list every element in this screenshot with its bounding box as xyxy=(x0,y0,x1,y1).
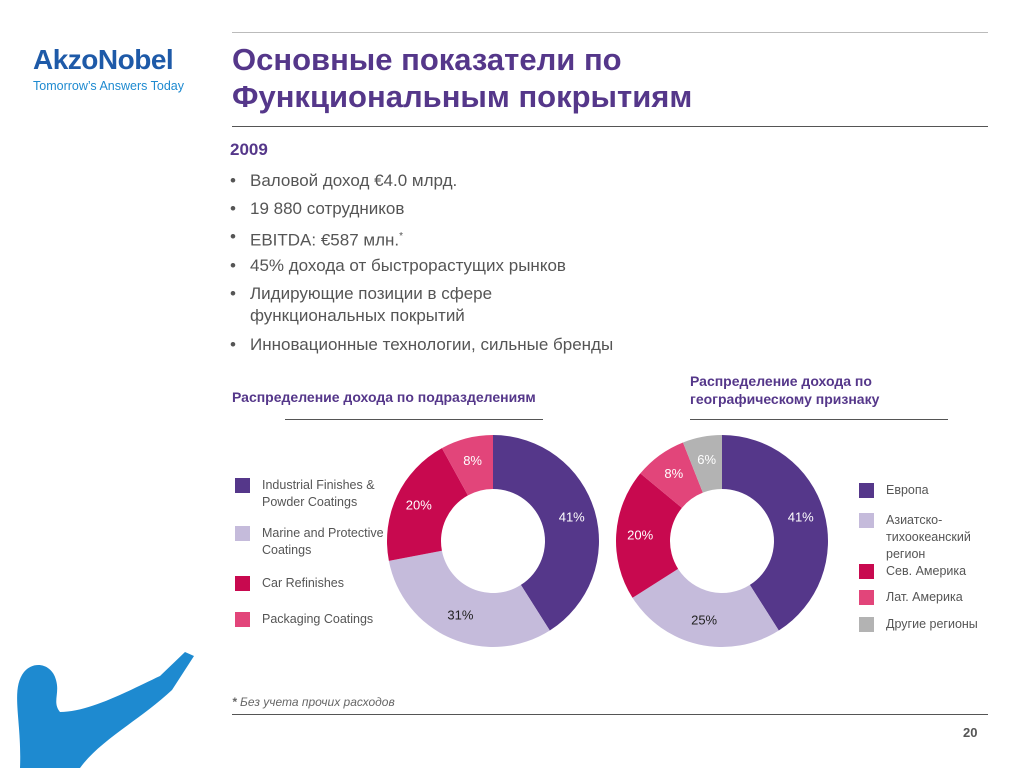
bullet-dot: • xyxy=(230,256,236,275)
logo: AkzoNobel xyxy=(33,44,174,75)
title: Функциональным покрытиям xyxy=(232,79,693,114)
legend-swatch xyxy=(235,612,250,627)
value-label: 25% xyxy=(691,612,717,627)
bullet-text: Валовой доход €4.0 млрд. xyxy=(250,171,458,190)
bullet-text: 45% дохода от быстрорастущих рынков xyxy=(250,256,566,275)
rule xyxy=(232,32,988,33)
value-label: 20% xyxy=(406,498,432,513)
rule xyxy=(285,419,543,420)
legend-swatch xyxy=(859,617,874,632)
page-number: 20 xyxy=(963,725,978,740)
donut-segment xyxy=(632,568,779,647)
donut-segment xyxy=(615,473,682,598)
bullet-dot: • xyxy=(230,171,236,190)
bullet-text: 19 880 сотрудников xyxy=(250,199,405,218)
donut-segment xyxy=(441,435,493,496)
rule xyxy=(690,419,948,420)
value-label: 6% xyxy=(697,452,716,467)
footnote-mark: * xyxy=(232,695,237,709)
tagline: Tomorrow’s Answers Today xyxy=(33,79,184,93)
legend-label: Другие регионы xyxy=(886,617,978,631)
value-label: 8% xyxy=(664,466,683,481)
legend-swatch xyxy=(859,483,874,498)
chart-title: географическому признаку xyxy=(690,391,880,407)
bullet-text: функциональных покрытий xyxy=(250,306,465,325)
legend-label: Industrial Finishes & Powder Coatings xyxy=(262,478,375,509)
legend-label: Азиатско-тихоокеанский регион xyxy=(886,513,971,561)
bullet-dot: • xyxy=(230,335,236,354)
legend-label: Packaging Coatings xyxy=(262,612,374,626)
legend-label: Car Refinishes xyxy=(262,576,344,590)
donut-segment xyxy=(722,434,829,631)
bullet-dot: • xyxy=(230,284,236,303)
donut-segment xyxy=(388,550,550,648)
legend-label: Лат. Америка xyxy=(886,590,963,604)
legend-label: Сев. Америка xyxy=(886,564,967,578)
title: Основные показатели по xyxy=(232,42,622,77)
logo-figure xyxy=(17,652,194,768)
footnote-text: Без учета прочих расходов xyxy=(240,695,395,709)
legend-swatch xyxy=(859,590,874,605)
legend-swatch xyxy=(235,478,250,493)
rule xyxy=(232,126,988,127)
value-label: 20% xyxy=(627,527,653,542)
donut-segment xyxy=(640,442,703,508)
bullet-dot: • xyxy=(230,227,236,246)
year: 2009 xyxy=(230,140,268,159)
legend-label: Marine and Protective Coatings xyxy=(262,526,384,557)
bullet-text: EBITDA: €587 млн.* xyxy=(250,230,404,250)
legend-swatch xyxy=(859,564,874,579)
legend-swatch xyxy=(235,576,250,591)
bullet-text: Инновационные технологии, сильные бренды xyxy=(250,335,614,354)
rule xyxy=(232,714,988,715)
value-label: 31% xyxy=(447,608,473,623)
footnote: * Без учета прочих расходов xyxy=(232,695,395,709)
bullet-text: Лидирующие позиции в сфере xyxy=(250,284,493,303)
chart-title: Распределение дохода по подразделениям xyxy=(232,389,536,405)
legend-swatch xyxy=(859,513,874,528)
legend-swatch xyxy=(235,526,250,541)
legend-label: Европа xyxy=(886,483,929,497)
donut-segment xyxy=(387,448,468,561)
donut-segment xyxy=(682,435,722,493)
chart-title: Распределение дохода по xyxy=(690,373,872,389)
value-label: 8% xyxy=(463,453,482,468)
note-mark: * xyxy=(399,231,404,242)
value-label: 41% xyxy=(788,510,814,525)
donut-segment xyxy=(493,434,600,631)
value-label: 41% xyxy=(559,510,585,525)
bullet-dot: • xyxy=(230,199,236,218)
